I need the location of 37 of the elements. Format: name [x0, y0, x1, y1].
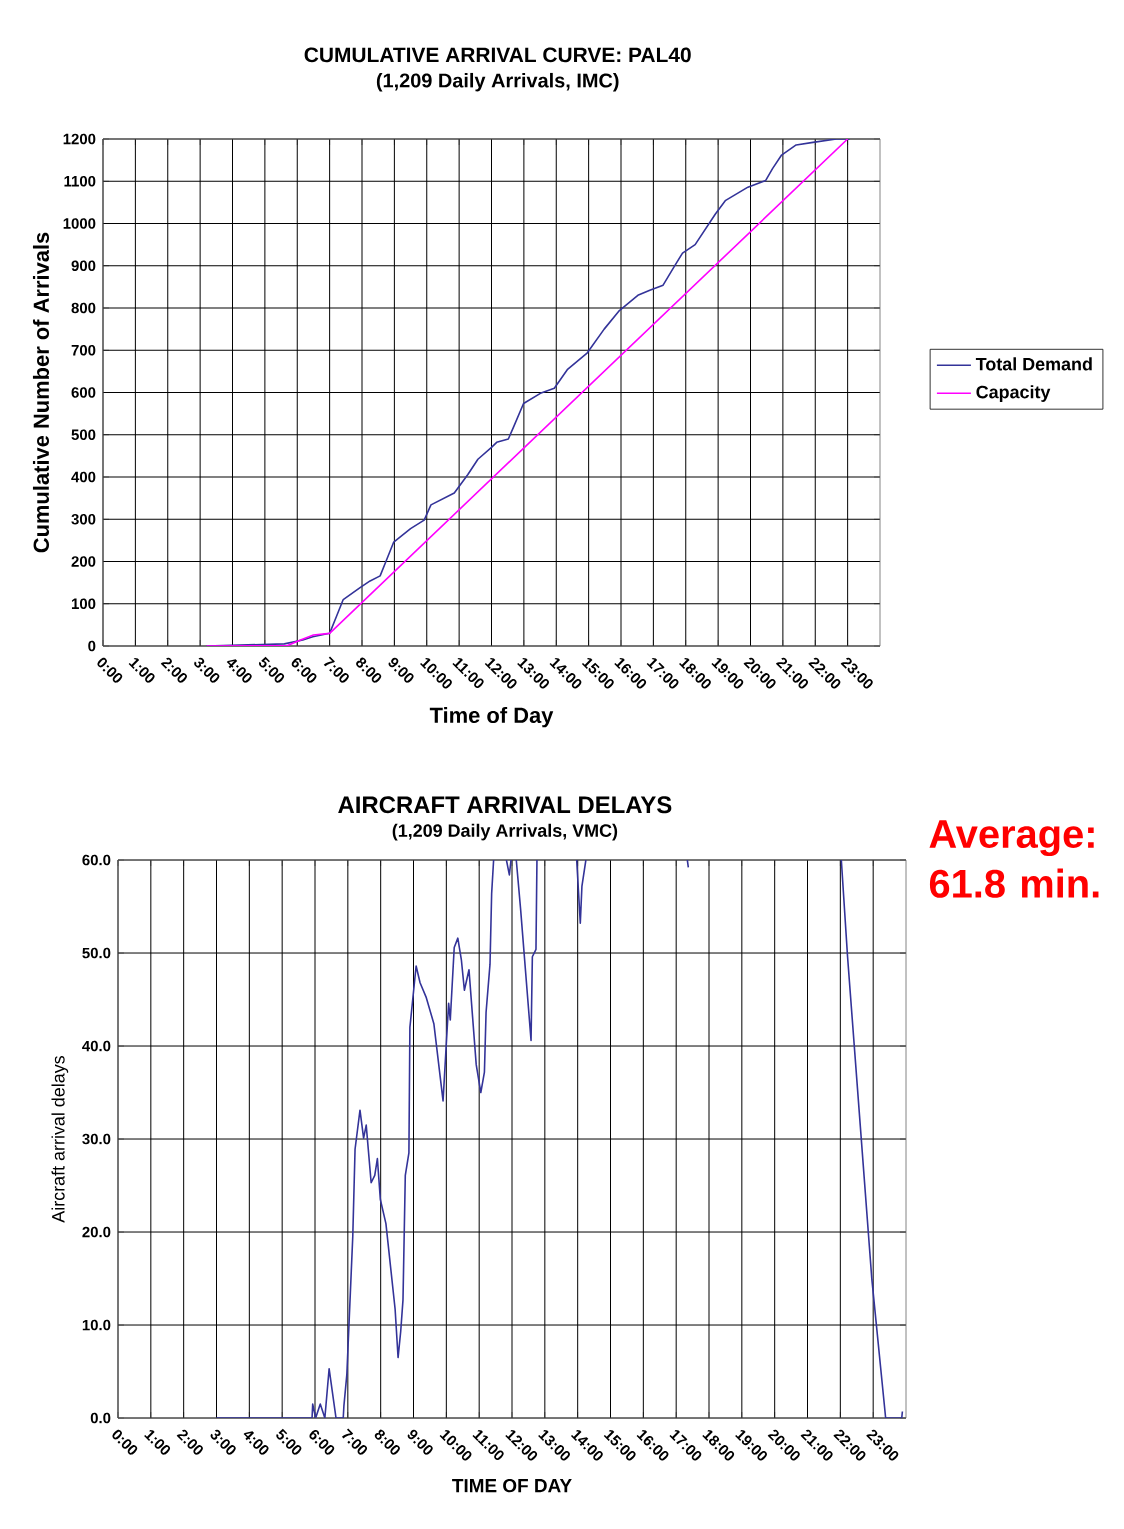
y-tick-label: 700: [71, 344, 96, 356]
y-tick-label: 60.0: [82, 854, 111, 866]
x-tick-label: 1:00: [144, 1430, 171, 1455]
legend-label: Capacity: [976, 385, 1051, 402]
chart-subtitle: (1,209 Daily Arrivals, VMC): [392, 823, 618, 841]
y-tick-label: 0: [88, 640, 96, 652]
chart-title: AIRCRAFT ARRIVAL DELAYS: [338, 796, 672, 814]
y-tick-label: 50.0: [82, 947, 111, 959]
y-tick-label: 30.0: [82, 1133, 111, 1145]
y-tick-label: 100: [71, 598, 96, 610]
text: Average: 61.8 min.: [929, 820, 1099, 898]
y-tick-label: 10.0: [82, 1319, 111, 1331]
y-tick-label: 300: [71, 513, 96, 525]
x-axis-title: TIME OF DAY: [452, 1478, 572, 1493]
x-tick-label: 1:00: [128, 658, 155, 683]
x-tick-label: 6:00: [291, 658, 317, 683]
y-tick-label: 0.0: [90, 1412, 111, 1424]
y-tick-label: 800: [71, 302, 96, 314]
x-tick-label: 6:00: [309, 1430, 335, 1455]
chart-title: CUMULATIVE ARRIVAL CURVE: PAL40: [304, 47, 691, 63]
x-tick-label: 4:00: [243, 1431, 269, 1455]
y-tick-label: 1200: [63, 133, 96, 145]
y-tick-label: 1100: [64, 175, 96, 187]
y-tick-label: 1000: [63, 218, 96, 229]
y-tick-label: 400: [71, 471, 96, 483]
y-tick-label: 200: [71, 556, 96, 567]
y-tick-label: 500: [71, 429, 96, 441]
chart-subtitle: (1,209 Daily Arrivals, IMC): [376, 72, 619, 92]
y-tick-label: 600: [71, 387, 96, 398]
y-tick-label: 900: [71, 260, 96, 272]
x-tick-label: 4:00: [226, 659, 252, 683]
y-axis-title: Cumulative Number of Arrivals: [32, 232, 50, 553]
y-tick-label: 40.0: [82, 1040, 111, 1052]
x-axis-title: Time of Day: [429, 706, 554, 728]
y-tick-label: 20.0: [82, 1226, 111, 1238]
y-axis-title: Aircraft arrival delays: [51, 1056, 69, 1223]
legend-label: Total Demand: [975, 357, 1092, 371]
